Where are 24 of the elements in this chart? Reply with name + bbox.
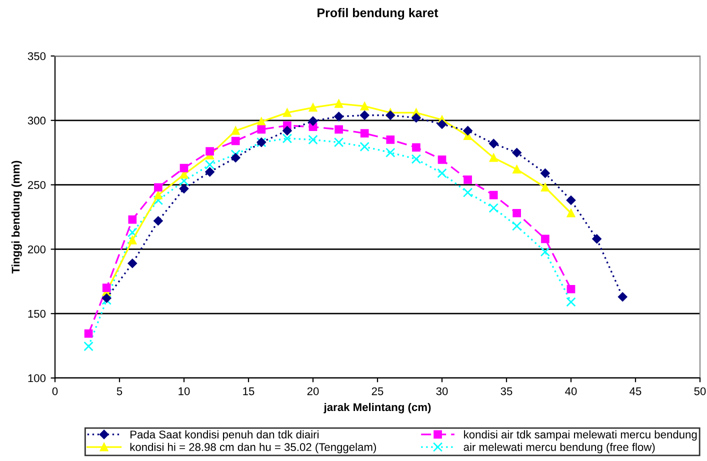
y-tick-label: 100 xyxy=(28,374,46,382)
x-tick-label: 30 xyxy=(436,387,448,396)
x-tick-label: 5 xyxy=(116,387,122,396)
y-tick-label: 200 xyxy=(28,245,46,254)
x-axis-title: jarak Melintang (cm) xyxy=(324,402,431,414)
legend-label: Pada Saat kondisi penuh dan tdk diairi xyxy=(130,430,319,441)
x-tick-label: 40 xyxy=(565,387,577,396)
y-tick-label: 350 xyxy=(28,52,46,60)
y-tick-label: 300 xyxy=(28,116,46,125)
y-tick-label: 150 xyxy=(28,310,46,318)
legend-label: kondisi hi = 28.98 cm dan hu = 35.02 (Tenggelam) xyxy=(130,442,376,454)
x-tick-label: 10 xyxy=(178,387,190,396)
x-tick-label: 50 xyxy=(694,387,706,396)
chart-title: Profil bendung karet xyxy=(318,8,438,20)
x-tick-label: 20 xyxy=(307,387,319,396)
x-tick-label: 0 xyxy=(52,387,58,396)
x-tick-label: 25 xyxy=(372,387,384,396)
y-tick-label: 250 xyxy=(28,181,46,189)
legend-label: kondisi air tdk sampai melewati mercu bendung xyxy=(464,430,697,441)
y-axis-title: Tinggi bendung (mm) xyxy=(11,160,22,274)
legend-label: air melewati mercu bendung (free flow) xyxy=(464,442,655,454)
x-tick-label: 35 xyxy=(500,387,512,396)
x-tick-label: 45 xyxy=(630,387,642,396)
x-tick-label: 15 xyxy=(243,387,254,396)
